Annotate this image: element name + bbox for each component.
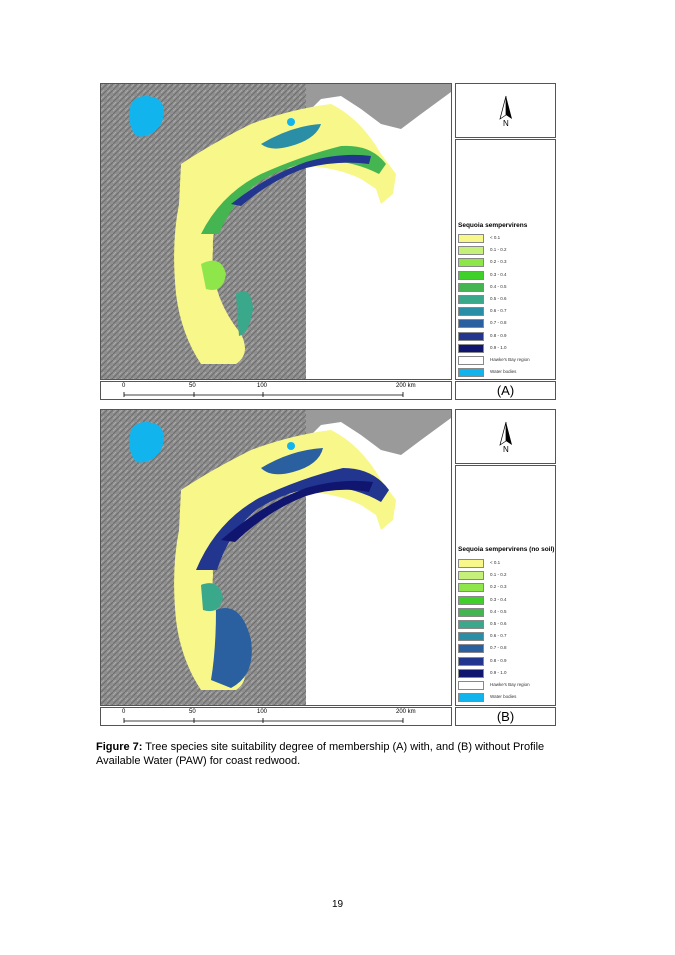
legend-swatch bbox=[458, 559, 484, 568]
panel-label: (A) bbox=[496, 383, 515, 398]
legend-swatch bbox=[458, 583, 484, 593]
north-arrow-icon bbox=[499, 421, 512, 446]
legend-label: 0.9 - 1.0 bbox=[490, 669, 507, 675]
legend-label: 0.3 - 0.4 bbox=[490, 596, 507, 602]
legend-swatch bbox=[458, 620, 484, 629]
legend-label: 0.7 - 0.8 bbox=[490, 320, 507, 326]
legend-label: Hawke's Bay region bbox=[490, 357, 530, 362]
scale-label-100: 100 bbox=[257, 383, 268, 389]
legend-swatch bbox=[458, 656, 484, 666]
north-arrow-icon bbox=[499, 95, 512, 120]
legend-label: 0.7 - 0.8 bbox=[490, 645, 507, 651]
page-number: 19 bbox=[331, 899, 344, 910]
scale-label-0: 0 bbox=[122, 709, 126, 715]
north-label: N bbox=[503, 445, 509, 454]
legend-label: 0.3 - 0.4 bbox=[490, 271, 507, 277]
scale-label-100: 100 bbox=[257, 709, 268, 715]
legend-a: Sequoia sempervirens < 0.1 0.1 - 0.2 0.2 -… bbox=[455, 139, 556, 380]
legend-swatch bbox=[458, 331, 484, 341]
legend-label: Water bodies bbox=[490, 694, 517, 700]
north-arrow-box-b: N bbox=[455, 409, 556, 464]
legend-swatch bbox=[458, 693, 484, 703]
legend-swatch bbox=[458, 270, 484, 280]
scale-label-50: 50 bbox=[189, 709, 196, 715]
legend-swatch bbox=[458, 595, 484, 605]
legend-swatch bbox=[458, 307, 484, 317]
legend-label: 0.2 - 0.3 bbox=[490, 584, 507, 590]
scale-label-200-km: 200 km bbox=[396, 709, 416, 715]
caption-label: Figure 7: bbox=[96, 741, 143, 753]
legend-title: Sequoia sempervirens (no soil) bbox=[458, 546, 555, 553]
legend-swatch bbox=[458, 258, 484, 268]
legend-label: 0.5 - 0.6 bbox=[490, 621, 507, 626]
legend-swatch bbox=[458, 246, 484, 256]
scale-label-0: 0 bbox=[122, 383, 126, 389]
north-label: N bbox=[503, 119, 509, 128]
legend-swatch bbox=[458, 282, 484, 292]
legend-swatch bbox=[458, 368, 484, 378]
legend-label: Hawke's Bay region bbox=[490, 682, 530, 687]
legend-label: 0.8 - 0.9 bbox=[490, 332, 507, 338]
panel-label: (B) bbox=[496, 709, 515, 724]
legend-label: 0.9 - 1.0 bbox=[490, 344, 507, 350]
scale-label-50: 50 bbox=[189, 383, 196, 389]
legend-swatch bbox=[458, 607, 484, 617]
legend-label: 0.1 - 0.2 bbox=[490, 572, 507, 578]
legend-swatch bbox=[458, 319, 484, 329]
legend-label: Water bodies bbox=[490, 369, 517, 375]
scale-bar-b: 0 50 100 200 km bbox=[100, 707, 452, 726]
legend-swatch bbox=[458, 343, 484, 353]
legend-swatch bbox=[458, 681, 484, 690]
legend-swatch bbox=[458, 356, 484, 365]
legend-swatch bbox=[458, 571, 484, 581]
legend-label: < 0.1 bbox=[490, 235, 501, 240]
legend-title: Sequoia sempervirens bbox=[458, 222, 528, 229]
legend-label: 0.1 - 0.2 bbox=[490, 247, 507, 253]
map-panel-a: 0 50 100 200 km N Sequoia sempervirens <… bbox=[100, 83, 556, 400]
map-panel-b: 0 50 100 200 km N Sequoia sempervirens (… bbox=[100, 409, 556, 726]
figure-caption: Figure 7: Tree species site suitability … bbox=[96, 740, 586, 768]
caption-text: Tree species site suitability degree of … bbox=[96, 741, 545, 767]
legend-swatch bbox=[458, 644, 484, 654]
legend-label: 0.5 - 0.6 bbox=[490, 296, 507, 301]
legend-label: 0.2 - 0.3 bbox=[490, 259, 507, 265]
map-image-a bbox=[100, 83, 452, 380]
scale-label-200-km: 200 km bbox=[396, 383, 416, 389]
panel-label-box-b: (B) bbox=[455, 707, 556, 726]
map-image-b bbox=[100, 409, 452, 706]
north-arrow-box-a: N bbox=[455, 83, 556, 138]
legend-label: 0.6 - 0.7 bbox=[490, 308, 507, 314]
legend-label: 0.8 - 0.9 bbox=[490, 657, 507, 663]
scale-bar-a: 0 50 100 200 km bbox=[100, 381, 452, 400]
legend-b: Sequoia sempervirens (no soil) < 0.1 0.1 … bbox=[455, 465, 556, 706]
legend-label: 0.6 - 0.7 bbox=[490, 633, 507, 639]
legend-swatch bbox=[458, 668, 484, 678]
panel-label-box-a: (A) bbox=[455, 381, 556, 400]
legend-swatch bbox=[458, 632, 484, 642]
legend-label: 0.4 - 0.5 bbox=[490, 608, 507, 614]
legend-swatch bbox=[458, 234, 484, 243]
legend-swatch bbox=[458, 295, 484, 304]
legend-label: 0.4 - 0.5 bbox=[490, 283, 507, 289]
legend-label: < 0.1 bbox=[490, 560, 501, 565]
